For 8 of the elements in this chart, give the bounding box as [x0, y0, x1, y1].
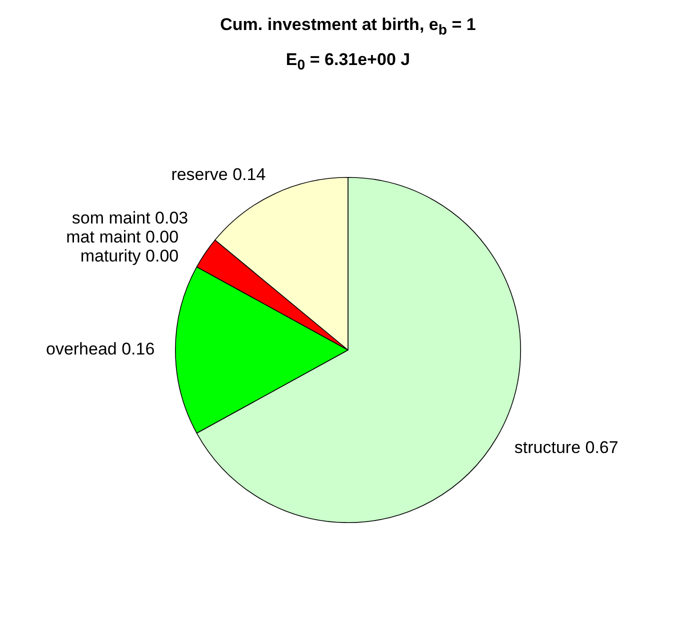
- chart-subtitle: E$_{0}$ = 6.31e+00 J: [284, 49, 412, 76]
- chart-title: Cum. investment at birth, e$_{b}$ = 1: [219, 14, 477, 40]
- slice-label: overhead 0.16: [46, 340, 155, 359]
- slice-label: structure 0.67: [514, 438, 618, 458]
- slice-label: som maint 0.03: [72, 208, 188, 228]
- category-label: maturity 0.00: [80, 246, 179, 266]
- category-label: mat maint 0.00: [66, 228, 179, 247]
- slice-label: reserve 0.14: [171, 164, 266, 184]
